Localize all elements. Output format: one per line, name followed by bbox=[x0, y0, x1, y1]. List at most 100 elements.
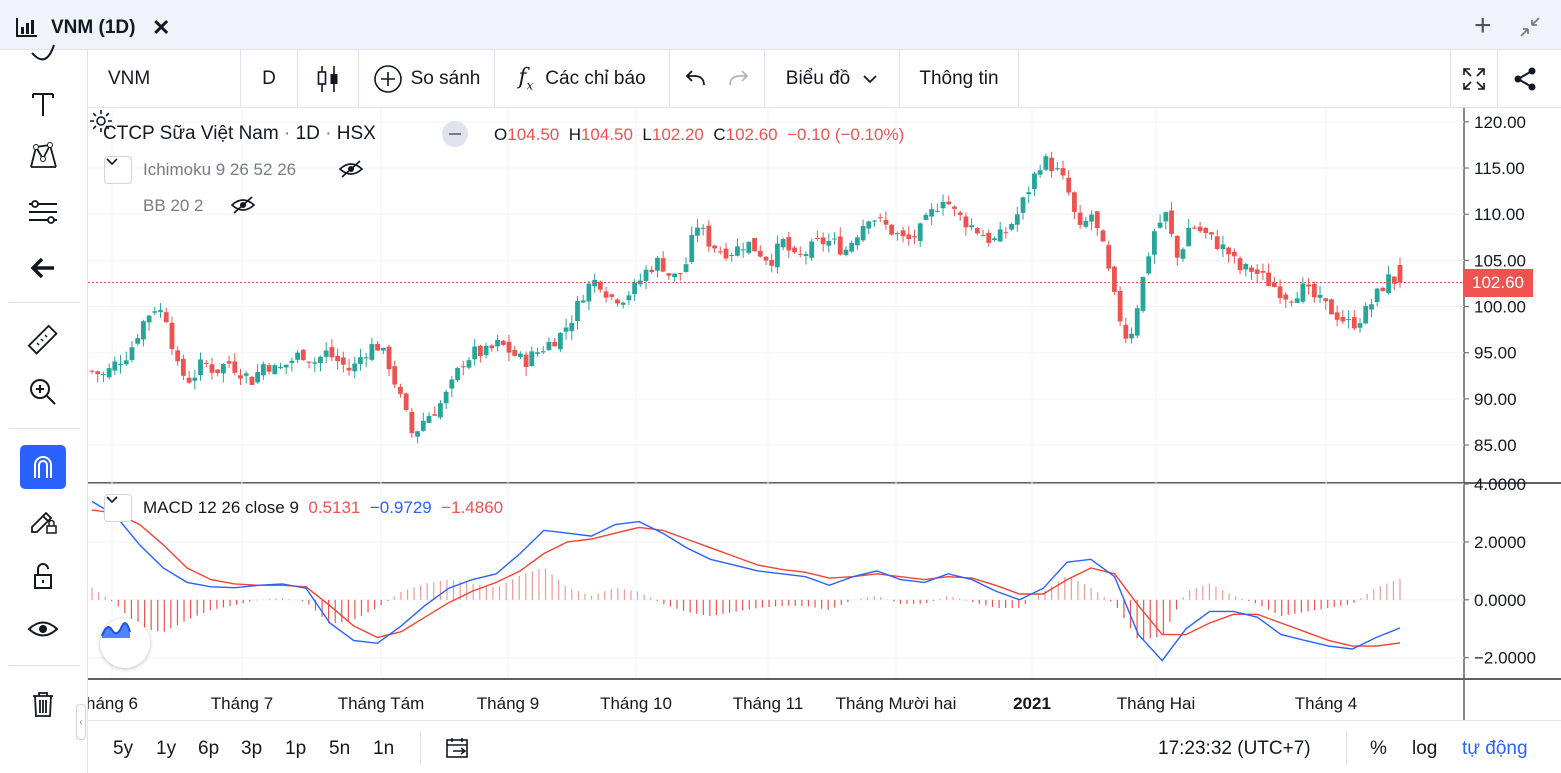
candle-body bbox=[141, 321, 146, 340]
price-axis-label: 115.00 bbox=[1474, 159, 1525, 178]
candle-body bbox=[1386, 274, 1391, 294]
candle-body bbox=[689, 234, 695, 262]
candle-body bbox=[563, 327, 569, 332]
candle-body bbox=[969, 225, 975, 228]
indicator-bb[interactable]: BB 20 2 bbox=[143, 196, 204, 215]
candle-body bbox=[866, 221, 872, 229]
auto-scale-toggle[interactable]: tự động bbox=[1462, 738, 1528, 759]
clock-timezone[interactable]: 17:23:32 (UTC+7) bbox=[1158, 738, 1311, 759]
candle-body bbox=[797, 253, 803, 255]
range-1n[interactable]: 1n bbox=[373, 738, 395, 759]
candle-body bbox=[203, 362, 209, 364]
redo-icon[interactable] bbox=[720, 50, 756, 107]
indicators-button[interactable]: fx Các chỉ báo bbox=[495, 50, 669, 107]
range-1y[interactable]: 1y bbox=[156, 738, 177, 759]
log-toggle[interactable]: log bbox=[1412, 738, 1438, 759]
plus-icon[interactable]: + bbox=[1474, 9, 1492, 42]
ruler-icon[interactable] bbox=[20, 318, 66, 362]
macd-line-value: −0.9729 bbox=[369, 498, 432, 517]
candle-body bbox=[283, 364, 289, 368]
candle-body bbox=[443, 391, 449, 404]
candle-body bbox=[129, 347, 135, 361]
compare-button[interactable]: So sánh bbox=[359, 50, 494, 107]
candle-body bbox=[877, 217, 883, 219]
hide-legend-button[interactable] bbox=[442, 121, 468, 147]
candle-body bbox=[717, 251, 723, 253]
pattern-tool-icon[interactable] bbox=[20, 134, 66, 178]
candle-body bbox=[929, 209, 935, 217]
candle-body bbox=[1014, 214, 1020, 225]
legend-collapse-button[interactable] bbox=[104, 156, 132, 184]
back-arrow-icon[interactable] bbox=[20, 246, 66, 290]
share-icon[interactable] bbox=[1500, 50, 1550, 107]
fib-tool-icon[interactable] bbox=[20, 190, 66, 234]
candle-body bbox=[386, 346, 392, 370]
range-5y[interactable]: 5y bbox=[113, 738, 134, 759]
macd-collapse-button[interactable] bbox=[104, 494, 132, 522]
undo-icon[interactable] bbox=[678, 50, 714, 107]
candle-body bbox=[997, 229, 1003, 242]
candle-body bbox=[1203, 227, 1209, 233]
chart-area[interactable]: háng 6 Tháng 7 Tháng Tám Tháng 9 Tháng 10 Thá… bbox=[88, 108, 1561, 720]
candle-body bbox=[609, 294, 615, 297]
candle-body bbox=[952, 206, 957, 209]
close-value: 102.60 bbox=[725, 125, 778, 144]
candle-body bbox=[934, 210, 940, 212]
eye-icon[interactable] bbox=[20, 607, 66, 651]
price-axis-label: 110.00 bbox=[1474, 205, 1525, 224]
candle-body bbox=[1191, 227, 1197, 229]
open-value: 104.50 bbox=[507, 125, 560, 144]
calendar-goto-icon[interactable] bbox=[445, 736, 471, 760]
range-5n[interactable]: 5n bbox=[329, 738, 351, 759]
close-icon[interactable]: ✕ bbox=[152, 15, 171, 40]
candle-body bbox=[1351, 317, 1357, 329]
range-3p[interactable]: 3p bbox=[241, 738, 263, 759]
range-6p[interactable]: 6p bbox=[198, 738, 220, 759]
chart-canvas[interactable]: háng 6 Tháng 7 Tháng Tám Tháng 9 Tháng 10 Thá… bbox=[88, 108, 1561, 720]
candle-style-button[interactable] bbox=[298, 50, 358, 107]
symbol-search[interactable]: VNM bbox=[88, 50, 240, 107]
eye-off-icon[interactable] bbox=[338, 159, 364, 179]
candle-body bbox=[1054, 168, 1060, 170]
candle-body bbox=[649, 269, 655, 273]
magnet-icon[interactable] bbox=[20, 445, 66, 489]
percent-toggle[interactable]: % bbox=[1370, 738, 1387, 759]
candle-body bbox=[506, 341, 512, 353]
candle-body bbox=[1009, 224, 1014, 230]
chart-type-dropdown[interactable]: Biểu đồ bbox=[765, 50, 899, 107]
candle-body bbox=[666, 273, 672, 276]
unlock-icon[interactable] bbox=[20, 554, 66, 598]
candle-body bbox=[1214, 236, 1220, 249]
time-axis-label: háng 6 bbox=[88, 694, 138, 713]
candle-body bbox=[1146, 256, 1152, 274]
tradingview-logo[interactable] bbox=[100, 618, 150, 668]
zoom-in-icon[interactable] bbox=[20, 370, 66, 414]
candle-body bbox=[243, 373, 249, 376]
brush-icon[interactable] bbox=[20, 42, 66, 70]
fullscreen-icon[interactable] bbox=[1451, 50, 1497, 107]
range-1p[interactable]: 1p bbox=[285, 738, 307, 759]
shrink-icon[interactable] bbox=[1518, 15, 1542, 39]
interval-button[interactable]: D bbox=[241, 50, 297, 107]
text-tool-icon[interactable] bbox=[20, 82, 66, 126]
candle-body bbox=[346, 367, 352, 371]
candle-body bbox=[198, 359, 203, 376]
indicator-ichimoku[interactable]: Ichimoku 9 26 52 26 bbox=[143, 160, 297, 179]
candle-body bbox=[1374, 288, 1380, 303]
candle-body bbox=[1089, 214, 1094, 222]
candle-body bbox=[1169, 210, 1174, 234]
toolbar-collapse-handle[interactable]: ‹ bbox=[76, 704, 86, 740]
candles-icon bbox=[317, 65, 338, 92]
candle-body bbox=[323, 350, 329, 357]
eye-off-icon[interactable] bbox=[230, 195, 256, 215]
candle-body bbox=[1289, 301, 1294, 303]
candle-body bbox=[729, 254, 735, 256]
gear-icon[interactable] bbox=[88, 108, 114, 134]
candle-body bbox=[980, 235, 986, 237]
trash-icon[interactable] bbox=[20, 682, 66, 726]
candle-body bbox=[278, 366, 283, 369]
info-button[interactable]: Thông tin bbox=[900, 50, 1018, 107]
candle-body bbox=[752, 238, 757, 252]
time-axis-label: Tháng 7 bbox=[211, 694, 273, 713]
lock-drawing-icon[interactable] bbox=[20, 498, 66, 542]
